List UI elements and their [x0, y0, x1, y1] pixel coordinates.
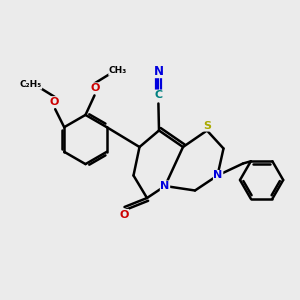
Text: S: S [203, 121, 211, 131]
Text: C₂H₅: C₂H₅ [20, 80, 42, 89]
Text: N: N [214, 170, 223, 181]
Text: N: N [160, 181, 169, 191]
Text: O: O [90, 83, 100, 93]
Text: N: N [153, 64, 164, 78]
Text: O: O [50, 97, 59, 107]
Text: C: C [154, 90, 163, 100]
Text: O: O [119, 209, 129, 220]
Text: CH₃: CH₃ [109, 66, 127, 75]
